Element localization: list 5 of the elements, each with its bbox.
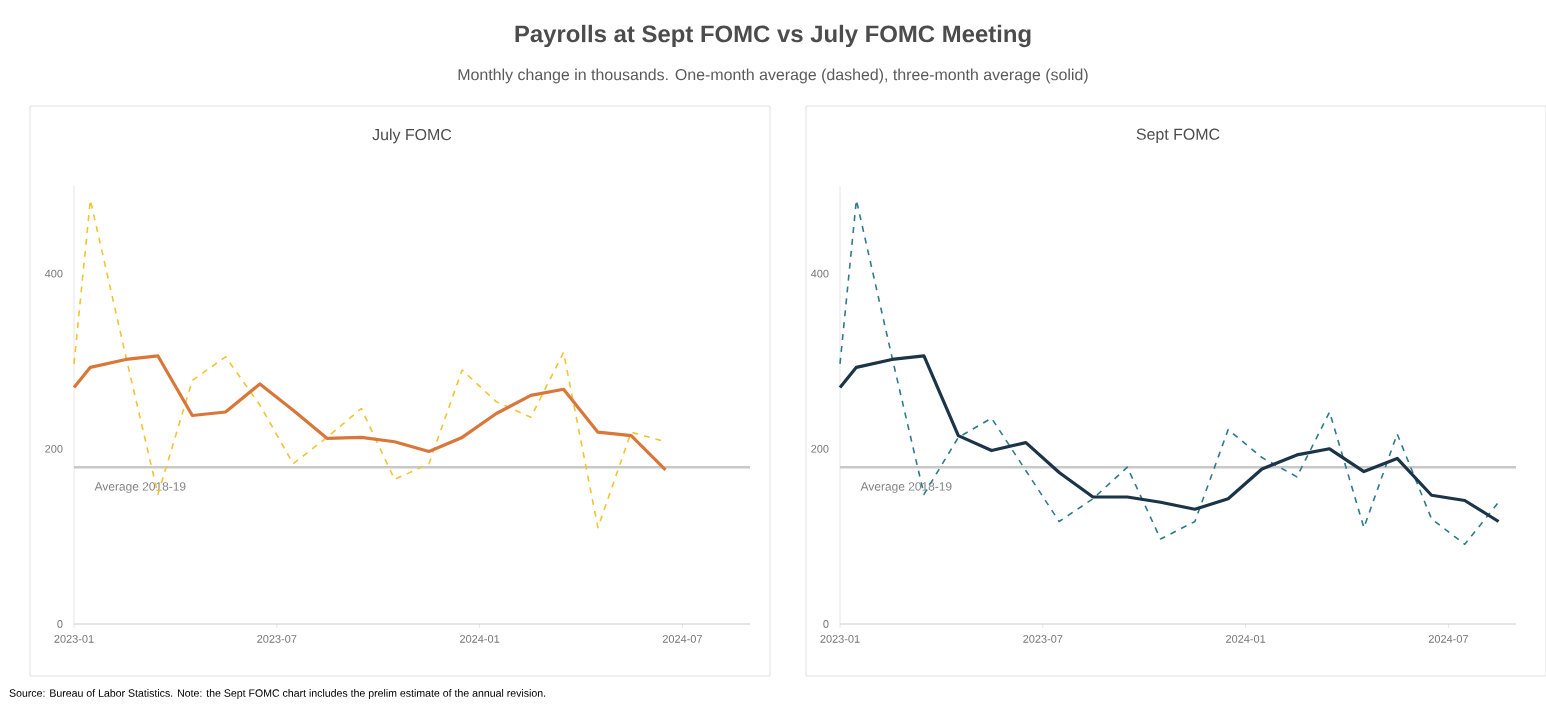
line-series — [73, 199, 667, 529]
line-series — [839, 199, 1500, 546]
text: Payrolls at Sept FOMC vs July FOMC Meeting — [515, 24, 1031, 48]
line-series — [72, 354, 668, 472]
line-series — [838, 354, 1501, 524]
